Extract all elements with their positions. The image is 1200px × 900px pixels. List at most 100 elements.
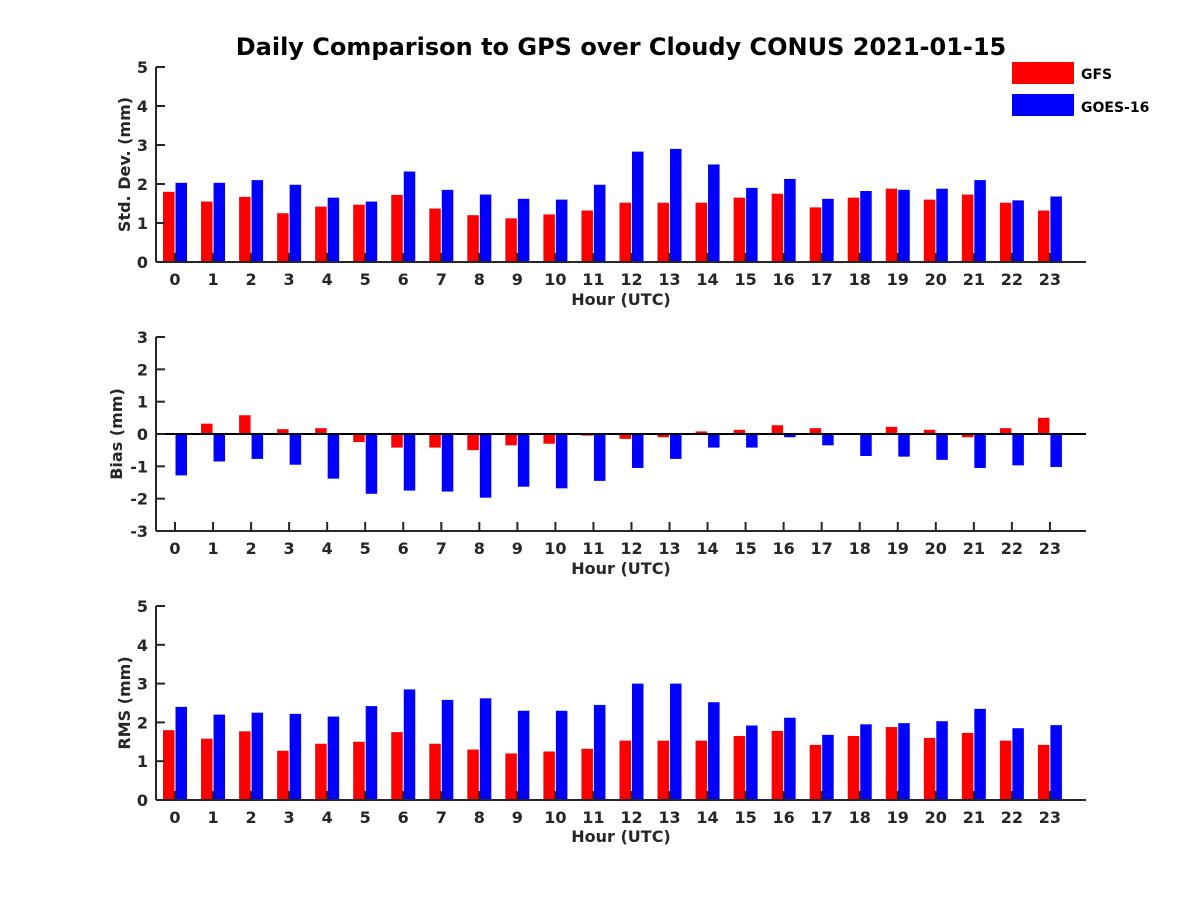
x-tick-label: 17 xyxy=(811,539,833,558)
x-tick-label: 11 xyxy=(582,270,604,289)
x-tick-label: 13 xyxy=(658,808,680,827)
x-tick-label: 6 xyxy=(398,270,409,289)
bar-goes16-hour-22 xyxy=(1012,200,1024,262)
bar-gfs-hour-20 xyxy=(923,737,936,800)
bar-gfs-hour-9 xyxy=(505,753,517,800)
x-axis-title: Hour (UTC) xyxy=(571,827,671,846)
y-tick-label: -3 xyxy=(130,522,148,541)
chart-title: Daily Comparison to GPS over Cloudy CONU… xyxy=(236,33,1007,61)
bar-goes16-hour-13 xyxy=(670,148,682,262)
bar-goes16-hour-15 xyxy=(746,725,758,800)
bar-gfs-hour-16 xyxy=(771,193,784,262)
bar-gfs-hour-9 xyxy=(505,434,517,446)
x-tick-label: 1 xyxy=(207,808,218,827)
y-tick-label: 3 xyxy=(137,328,148,347)
x-tick-label: 3 xyxy=(284,270,295,289)
y-tick-label: 4 xyxy=(137,636,148,655)
bar-gfs-hour-23 xyxy=(1037,210,1050,262)
x-tick-label: 7 xyxy=(436,270,447,289)
bar-gfs-hour-22 xyxy=(999,740,1012,800)
bar-gfs-hour-3 xyxy=(277,213,289,262)
bar-goes16-hour-9 xyxy=(517,710,530,800)
bar-gfs-hour-3 xyxy=(277,750,289,800)
bar-goes16-hour-19 xyxy=(898,723,910,800)
bar-goes16-hour-9 xyxy=(517,198,530,262)
bar-goes16-hour-22 xyxy=(1012,434,1024,466)
bar-goes16-hour-20 xyxy=(936,188,948,262)
x-tick-label: 5 xyxy=(360,808,371,827)
bar-goes16-hour-18 xyxy=(860,434,872,456)
x-tick-label: 13 xyxy=(658,270,680,289)
bar-gfs-hour-1 xyxy=(201,738,213,800)
bar-goes16-hour-21 xyxy=(974,708,986,800)
bar-gfs-hour-20 xyxy=(923,199,936,262)
legend-swatch-goes16 xyxy=(1012,94,1074,116)
bar-gfs-hour-15 xyxy=(733,735,746,800)
bar-gfs-hour-6 xyxy=(391,194,403,262)
bar-goes16-hour-15 xyxy=(746,434,758,448)
x-tick-label: 5 xyxy=(360,539,371,558)
x-tick-label: 8 xyxy=(474,539,485,558)
x-tick-label: 13 xyxy=(658,539,680,558)
legend: GFS GOES-16 xyxy=(1012,62,1149,116)
bar-gfs-hour-13 xyxy=(657,202,670,262)
bar-goes16-hour-4 xyxy=(327,716,340,800)
bar-goes16-hour-2 xyxy=(251,434,264,459)
x-tick-label: 3 xyxy=(284,808,295,827)
bar-goes16-hour-11 xyxy=(593,704,606,800)
x-tick-label: 7 xyxy=(436,539,447,558)
bar-gfs-hour-4 xyxy=(315,428,327,434)
bar-gfs-hour-13 xyxy=(657,740,670,800)
bar-gfs-hour-0 xyxy=(163,191,175,262)
x-tick-label: 18 xyxy=(849,808,871,827)
x-tick-label: 6 xyxy=(398,808,409,827)
y-tick-label: -1 xyxy=(130,457,148,476)
x-tick-label: 19 xyxy=(887,539,909,558)
bar-goes16-hour-0 xyxy=(175,182,187,262)
bar-goes16-hour-5 xyxy=(365,434,378,494)
x-tick-label: 20 xyxy=(925,808,947,827)
bar-goes16-hour-21 xyxy=(974,180,986,262)
x-tick-label: 11 xyxy=(582,539,604,558)
bar-gfs-hour-4 xyxy=(315,743,327,800)
bar-goes16-hour-3 xyxy=(289,713,302,800)
bar-goes16-hour-20 xyxy=(936,434,948,460)
bar-goes16-hour-17 xyxy=(822,734,834,800)
bar-gfs-hour-8 xyxy=(467,215,479,262)
bar-goes16-hour-21 xyxy=(974,434,986,468)
bar-gfs-hour-19 xyxy=(885,188,898,262)
bar-goes16-hour-12 xyxy=(631,151,644,262)
bar-gfs-hour-16 xyxy=(771,425,784,434)
bar-gfs-hour-14 xyxy=(695,431,708,434)
bar-gfs-hour-10 xyxy=(543,434,555,444)
bar-goes16-hour-12 xyxy=(631,434,644,468)
bar-goes16-hour-20 xyxy=(936,721,948,800)
bar-gfs-hour-17 xyxy=(809,744,822,800)
x-tick-label: 23 xyxy=(1039,808,1061,827)
bar-gfs-hour-5 xyxy=(353,204,365,262)
x-tick-label: 0 xyxy=(169,270,180,289)
x-tick-label: 19 xyxy=(887,808,909,827)
bar-goes16-hour-17 xyxy=(822,198,834,262)
x-tick-label: 9 xyxy=(512,539,523,558)
y-tick-label: 3 xyxy=(137,675,148,694)
legend-swatch-gfs xyxy=(1012,62,1074,84)
bar-gfs-hour-5 xyxy=(353,434,365,443)
x-tick-label: 14 xyxy=(696,808,718,827)
x-axis-title: Hour (UTC) xyxy=(571,559,671,578)
bar-goes16-hour-11 xyxy=(593,184,606,262)
bar-gfs-hour-8 xyxy=(467,749,479,800)
x-tick-label: 6 xyxy=(398,539,409,558)
bar-gfs-hour-4 xyxy=(315,206,327,262)
bar-goes16-hour-10 xyxy=(555,434,568,489)
y-tick-label: 0 xyxy=(137,425,148,444)
bar-goes16-hour-14 xyxy=(708,164,720,262)
x-tick-label: 15 xyxy=(734,539,756,558)
y-tick-label: 1 xyxy=(137,393,148,412)
bar-gfs-hour-9 xyxy=(505,218,517,262)
y-axis-title: Bias (mm) xyxy=(107,388,126,480)
bar-gfs-hour-11 xyxy=(581,748,593,800)
bar-gfs-hour-7 xyxy=(429,434,441,448)
bar-gfs-hour-18 xyxy=(847,735,860,800)
bar-goes16-hour-3 xyxy=(289,184,302,262)
